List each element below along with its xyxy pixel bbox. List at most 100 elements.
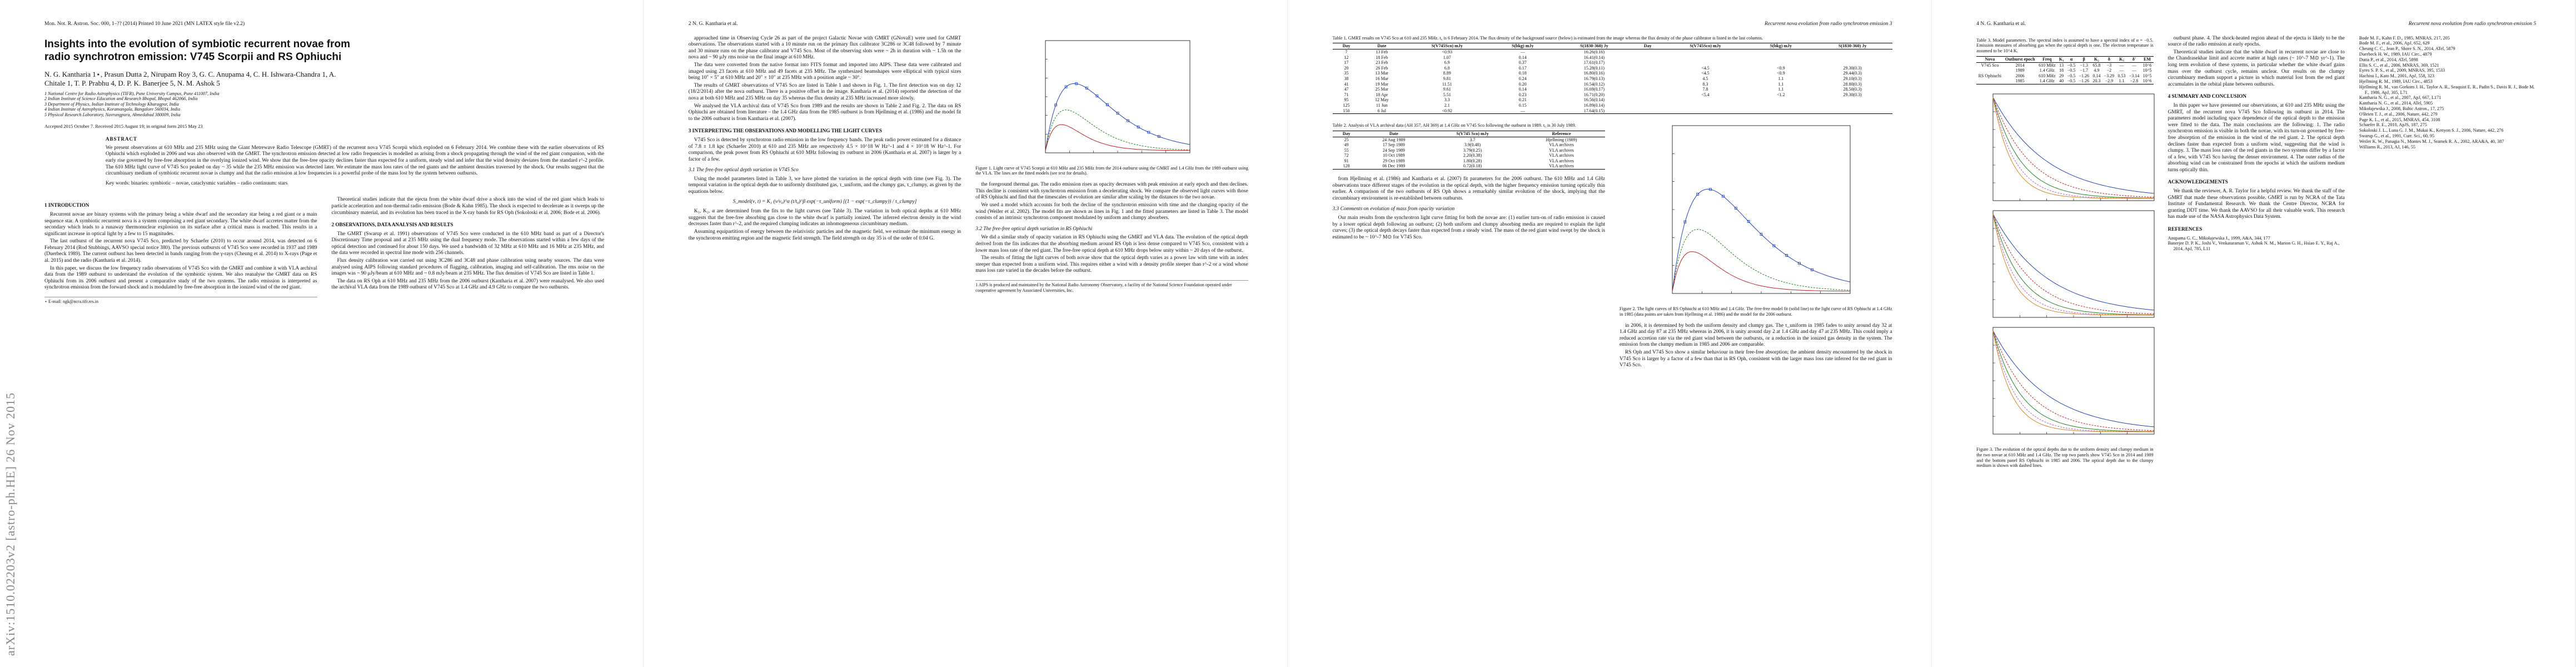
plot-frame [1747,220,1750,223]
table-caption: Table 1. GMRT results on V745 Sco at 610… [1332,35,1763,41]
table-cell: −0.5 [2067,78,2076,84]
plot-frame [1054,103,1057,106]
table-cell: 0.14 [1518,87,1527,92]
affiliation: 2 Indian Institute of Science Education … [44,96,198,102]
table-cell [1749,108,1813,114]
reference: Hjellming R. M., van Gorkom J. H., Taylo… [2359,84,2535,95]
table-cell: <0.9 [1777,71,1785,76]
table-cell: −1.7 [2080,68,2089,73]
table-cell: 1.1 [1778,87,1784,92]
table-cell: 2014 [2015,62,2025,68]
table-cell: −1.3 [2080,62,2089,68]
table-row: 7 13 Feb <0.93 — 16.26(0.16) [1333,49,1892,54]
table-cell: 13 [2059,62,2064,68]
plot-frame [1672,125,1851,294]
plot-curve [1992,97,2155,199]
plot-curve [1992,330,2155,432]
text-columns: Table 3. Model parameters. The spectral … [1976,36,2536,475]
reference: Page K. L., et al., 2015, MNRAS, 454, 31… [2359,117,2440,122]
table-cell [1662,97,1749,103]
table-cell: 72 [1344,153,1349,158]
table-cell: 06 Dec 1989 [1382,163,1406,169]
table-row: 35 13 Mar 8.89 0.18 16.80(0.16) <4.5 <0.9 29.44… [1333,71,1892,76]
plot-curve [1045,124,1190,151]
plot-frame [1772,244,1776,247]
paragraph: RS Oph and V745 Sco show a similar behav… [1620,350,1892,369]
table-cell [1813,60,1892,66]
plot-frame [1709,188,1712,191]
table-cell: <0.9 [1777,65,1785,71]
paragraph: In this paper, we discuss the low freque… [44,265,317,291]
table-cell: 8.3 [1702,81,1708,87]
table-cell: 18 Feb [1376,54,1388,60]
table-row: 20 26 Feb 6.8 0.17 15.28(0.11) <4.5 <0.9 29.30(… [1333,66,1892,71]
table-cell: 16.71(0.20) [1583,92,1605,97]
table-cell: 1.80(0.28) [1463,158,1482,163]
table-cell: 6.9 [1444,60,1450,66]
table-row: 95 12 May 3.3 0.21 16.56(0.14) [1333,97,1892,103]
figure: Figure 2. The light curves of RS Ophiuch… [1620,123,1892,317]
plot-curve [1992,330,2155,432]
column-header: S(bkg) mJy [1770,43,1792,49]
plot-frame [1992,210,2155,318]
column-header: Nova [1985,56,1995,62]
plot-frame [1735,207,1737,210]
table-cell: 15.28(0.11) [1583,65,1605,71]
table-caption: Table 2. Analysis of VLA archival data (… [1332,123,1576,128]
table-cell [1749,55,1813,61]
plot-frame [1760,233,1763,236]
paper-page: 4 N. G. Kantharia et al. Recurrent nova e… [1932,0,2576,667]
paragraph: Flux density calibration was carried out… [331,258,605,277]
subsection-heading: 3.3 Comments on evolution of mass from o… [1332,206,1455,212]
table-cell: 17.61(0.17) [1583,60,1605,66]
paragraph: The data on RS Oph at 610 MHz and 235 MH… [331,278,605,291]
column-header: K₂ [2094,56,2099,62]
paper-page: 2 N. G. Kantharia et al. approached time … [644,0,1288,667]
table-row: 12 18 Feb 1.07 0.14 16.41(0.14) [1333,55,1892,61]
plot-frame [1137,125,1140,128]
figure-caption: Figure 1. Light curve of V745 Scorpii at… [975,165,1248,176]
table-cell: 3.7 [1469,137,1476,142]
table-cell: −0.5 [2067,68,2076,73]
column-header: S(V745 Sco) mJy [1456,131,1489,136]
table-cell: 71 [1344,92,1349,97]
column-header: Day [1342,131,1351,136]
table-cell: 7 [1345,49,1348,54]
table-cell: 29.44(0.3) [1843,71,1862,76]
paragraph: We did a similar study of opacity variat… [975,235,1248,253]
table-cell: 7.8 [1702,87,1708,92]
table-cell: 25 Mar [1375,87,1388,92]
table-cell [1662,55,1749,61]
table-cell: 16.26(0.16) [1583,49,1605,54]
table-cell [1813,49,1892,54]
header-text: Recurrent nova evolution from radio sync… [2408,21,2537,27]
table-cell: 0.53 [2117,73,2126,78]
table-cell: 0.20 [1518,81,1527,87]
table-cell: 29.30(0.3) [1843,92,1862,97]
table-cell: 128 [1343,163,1350,169]
table-cell: 0.21 [1518,97,1527,103]
reference: Ellis S. C., et al., 2006, MNRAS, 369, 1… [2359,62,2439,68]
column-header: S(V745Sco) mJy [1690,43,1721,49]
header-text: 2 N. G. Kantharia et al. [688,21,738,27]
section-heading: 4 SUMMARY AND CONCLUSION [2168,93,2247,99]
table-cell: 0.17 [1518,65,1527,71]
table-cell [1634,97,1662,103]
table-cell: VLA archives [1549,158,1574,163]
plot-frame [1722,195,1725,198]
table-cell: 9.61 [1443,87,1451,92]
table-cell: 13 Feb [1376,49,1388,54]
table-row: 1985 1.4 GHz 40 −0.5 −1.26 20.3 −2.9 1.1 −2.8 10^… [1976,78,2154,84]
paper-title: Insights into the evolution of symbiotic… [44,38,351,63]
table-cell: <4.5 [1701,65,1710,71]
column-header: EM [2144,56,2151,62]
paragraph: Assuming equipartition of energy between… [688,229,961,241]
plot-curve [1992,213,2155,316]
table-cell: 16.54(0.12) [1583,81,1605,87]
table-row: 72 10 Oct 1989 2.20(0.38) VLA archives [1333,153,1606,158]
table-cell: 1.1 [1778,76,1784,81]
plot-frame [1064,85,1068,88]
table-body: 25 24 Aug 1989 3.7 Hjellming (1989) 49 17 Sep… [1332,137,1606,170]
text-column: Figure 2. The light curves of RS Ophiuch… [1620,121,1892,370]
table-cell: 91 [1344,158,1349,163]
